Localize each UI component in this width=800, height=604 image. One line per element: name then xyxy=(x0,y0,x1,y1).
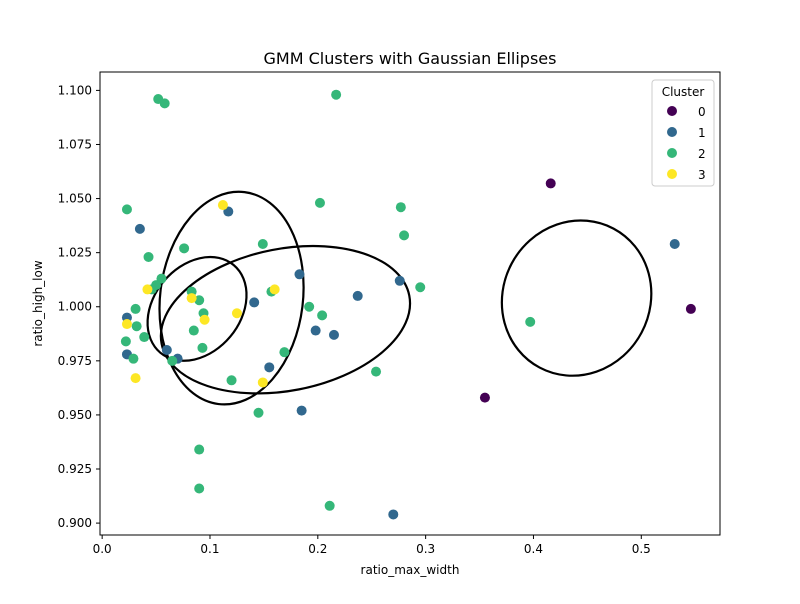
data-point-cluster-2 xyxy=(167,355,178,366)
data-point-cluster-2 xyxy=(324,500,335,511)
gaussian-ellipse xyxy=(158,190,305,406)
data-point-cluster-1 xyxy=(264,362,275,373)
data-point-cluster-0 xyxy=(479,392,490,403)
legend-marker xyxy=(667,148,677,158)
data-point-cluster-2 xyxy=(143,251,154,262)
data-point-cluster-2 xyxy=(121,204,132,215)
data-point-cluster-2 xyxy=(128,353,139,364)
data-point-cluster-0 xyxy=(545,178,556,189)
legend-box xyxy=(651,79,715,187)
x-tick-label: 0.0 xyxy=(93,542,112,556)
data-point-cluster-2 xyxy=(120,336,131,347)
chart-title: GMM Clusters with Gaussian Ellipses xyxy=(264,49,557,68)
data-point-cluster-2 xyxy=(194,295,205,306)
data-point-cluster-2 xyxy=(131,321,142,332)
x-tick-label: 0.3 xyxy=(416,542,435,556)
axis-layer: 0.0 0.1 0.2 0.3 0.4 0.5 0.900 0.925 0.950 0.975 1.… xyxy=(58,83,651,556)
data-point-cluster-3 xyxy=(217,200,228,211)
data-point-cluster-2 xyxy=(314,197,325,208)
gaussian-ellipse xyxy=(500,219,653,377)
y-tick-label: 1.050 xyxy=(58,192,92,206)
data-point-cluster-2 xyxy=(399,230,410,241)
y-axis-label: ratio_high_low xyxy=(31,260,45,347)
x-axis-label: ratio_max_width xyxy=(361,563,460,577)
data-point-cluster-1 xyxy=(310,325,321,336)
x-tick-label: 0.4 xyxy=(524,542,543,556)
y-tick-label: 1.025 xyxy=(58,246,92,260)
data-point-cluster-2 xyxy=(188,325,199,336)
data-point-cluster-1 xyxy=(294,269,305,280)
legend-label: 3 xyxy=(698,168,706,182)
data-point-cluster-3 xyxy=(231,308,242,319)
y-tick-label: 1.075 xyxy=(58,137,92,151)
data-point-cluster-1 xyxy=(328,329,339,340)
data-point-cluster-2 xyxy=(159,98,170,109)
legend: Cluster 0 1 2 3 xyxy=(651,79,715,187)
point-layer xyxy=(120,89,696,520)
data-point-cluster-2 xyxy=(415,282,426,293)
legend-title: Cluster xyxy=(662,85,705,99)
y-tick-label: 0.925 xyxy=(58,462,92,476)
data-point-cluster-0 xyxy=(685,303,696,314)
data-point-cluster-1 xyxy=(669,239,680,250)
legend-label: 0 xyxy=(698,105,706,119)
data-point-cluster-2 xyxy=(331,89,342,100)
data-point-cluster-2 xyxy=(226,375,237,386)
data-point-cluster-1 xyxy=(296,405,307,416)
data-point-cluster-3 xyxy=(199,314,210,325)
data-point-cluster-2 xyxy=(253,407,264,418)
data-point-cluster-2 xyxy=(279,347,290,358)
data-point-cluster-2 xyxy=(317,310,328,321)
y-tick-label: 1.000 xyxy=(58,300,92,314)
y-tick-label: 0.900 xyxy=(58,516,92,530)
data-point-cluster-3 xyxy=(186,293,197,304)
data-point-cluster-1 xyxy=(161,345,172,356)
data-point-cluster-2 xyxy=(257,239,268,250)
gaussian-ellipse xyxy=(159,244,412,395)
x-tick-label: 0.5 xyxy=(632,542,651,556)
x-tick-label: 0.1 xyxy=(200,542,219,556)
data-point-cluster-3 xyxy=(257,377,268,388)
data-point-cluster-2 xyxy=(525,316,536,327)
data-point-cluster-3 xyxy=(121,319,132,330)
legend-entry: 0 xyxy=(667,105,706,119)
legend-label: 2 xyxy=(698,147,706,161)
legend-entry: 1 xyxy=(667,126,706,140)
data-point-cluster-3 xyxy=(269,284,280,295)
y-tick-label: 0.950 xyxy=(58,408,92,422)
data-point-cluster-2 xyxy=(130,303,141,314)
data-point-cluster-1 xyxy=(394,275,405,286)
x-tick-label: 0.2 xyxy=(308,542,327,556)
legend-marker xyxy=(667,106,677,116)
data-point-cluster-1 xyxy=(352,290,363,301)
data-point-cluster-2 xyxy=(197,342,208,353)
data-point-cluster-3 xyxy=(130,373,141,384)
data-point-cluster-2 xyxy=(194,444,205,455)
data-point-cluster-3 xyxy=(142,284,153,295)
y-tick-label: 0.975 xyxy=(58,354,92,368)
data-point-cluster-1 xyxy=(134,223,145,234)
legend-label: 1 xyxy=(698,126,706,140)
data-point-cluster-2 xyxy=(194,483,205,494)
data-point-cluster-1 xyxy=(388,509,399,520)
data-point-cluster-2 xyxy=(371,366,382,377)
plot-frame xyxy=(99,71,721,536)
data-point-cluster-1 xyxy=(249,297,260,308)
data-point-cluster-2 xyxy=(179,243,190,254)
y-tick-label: 1.100 xyxy=(58,83,92,97)
legend-entry: 2 xyxy=(667,147,706,161)
legend-marker xyxy=(667,169,677,179)
data-point-cluster-2 xyxy=(304,301,315,312)
data-point-cluster-2 xyxy=(395,202,406,213)
legend-marker xyxy=(667,127,677,137)
data-point-cluster-2 xyxy=(139,332,150,343)
legend-entry: 3 xyxy=(667,168,706,182)
